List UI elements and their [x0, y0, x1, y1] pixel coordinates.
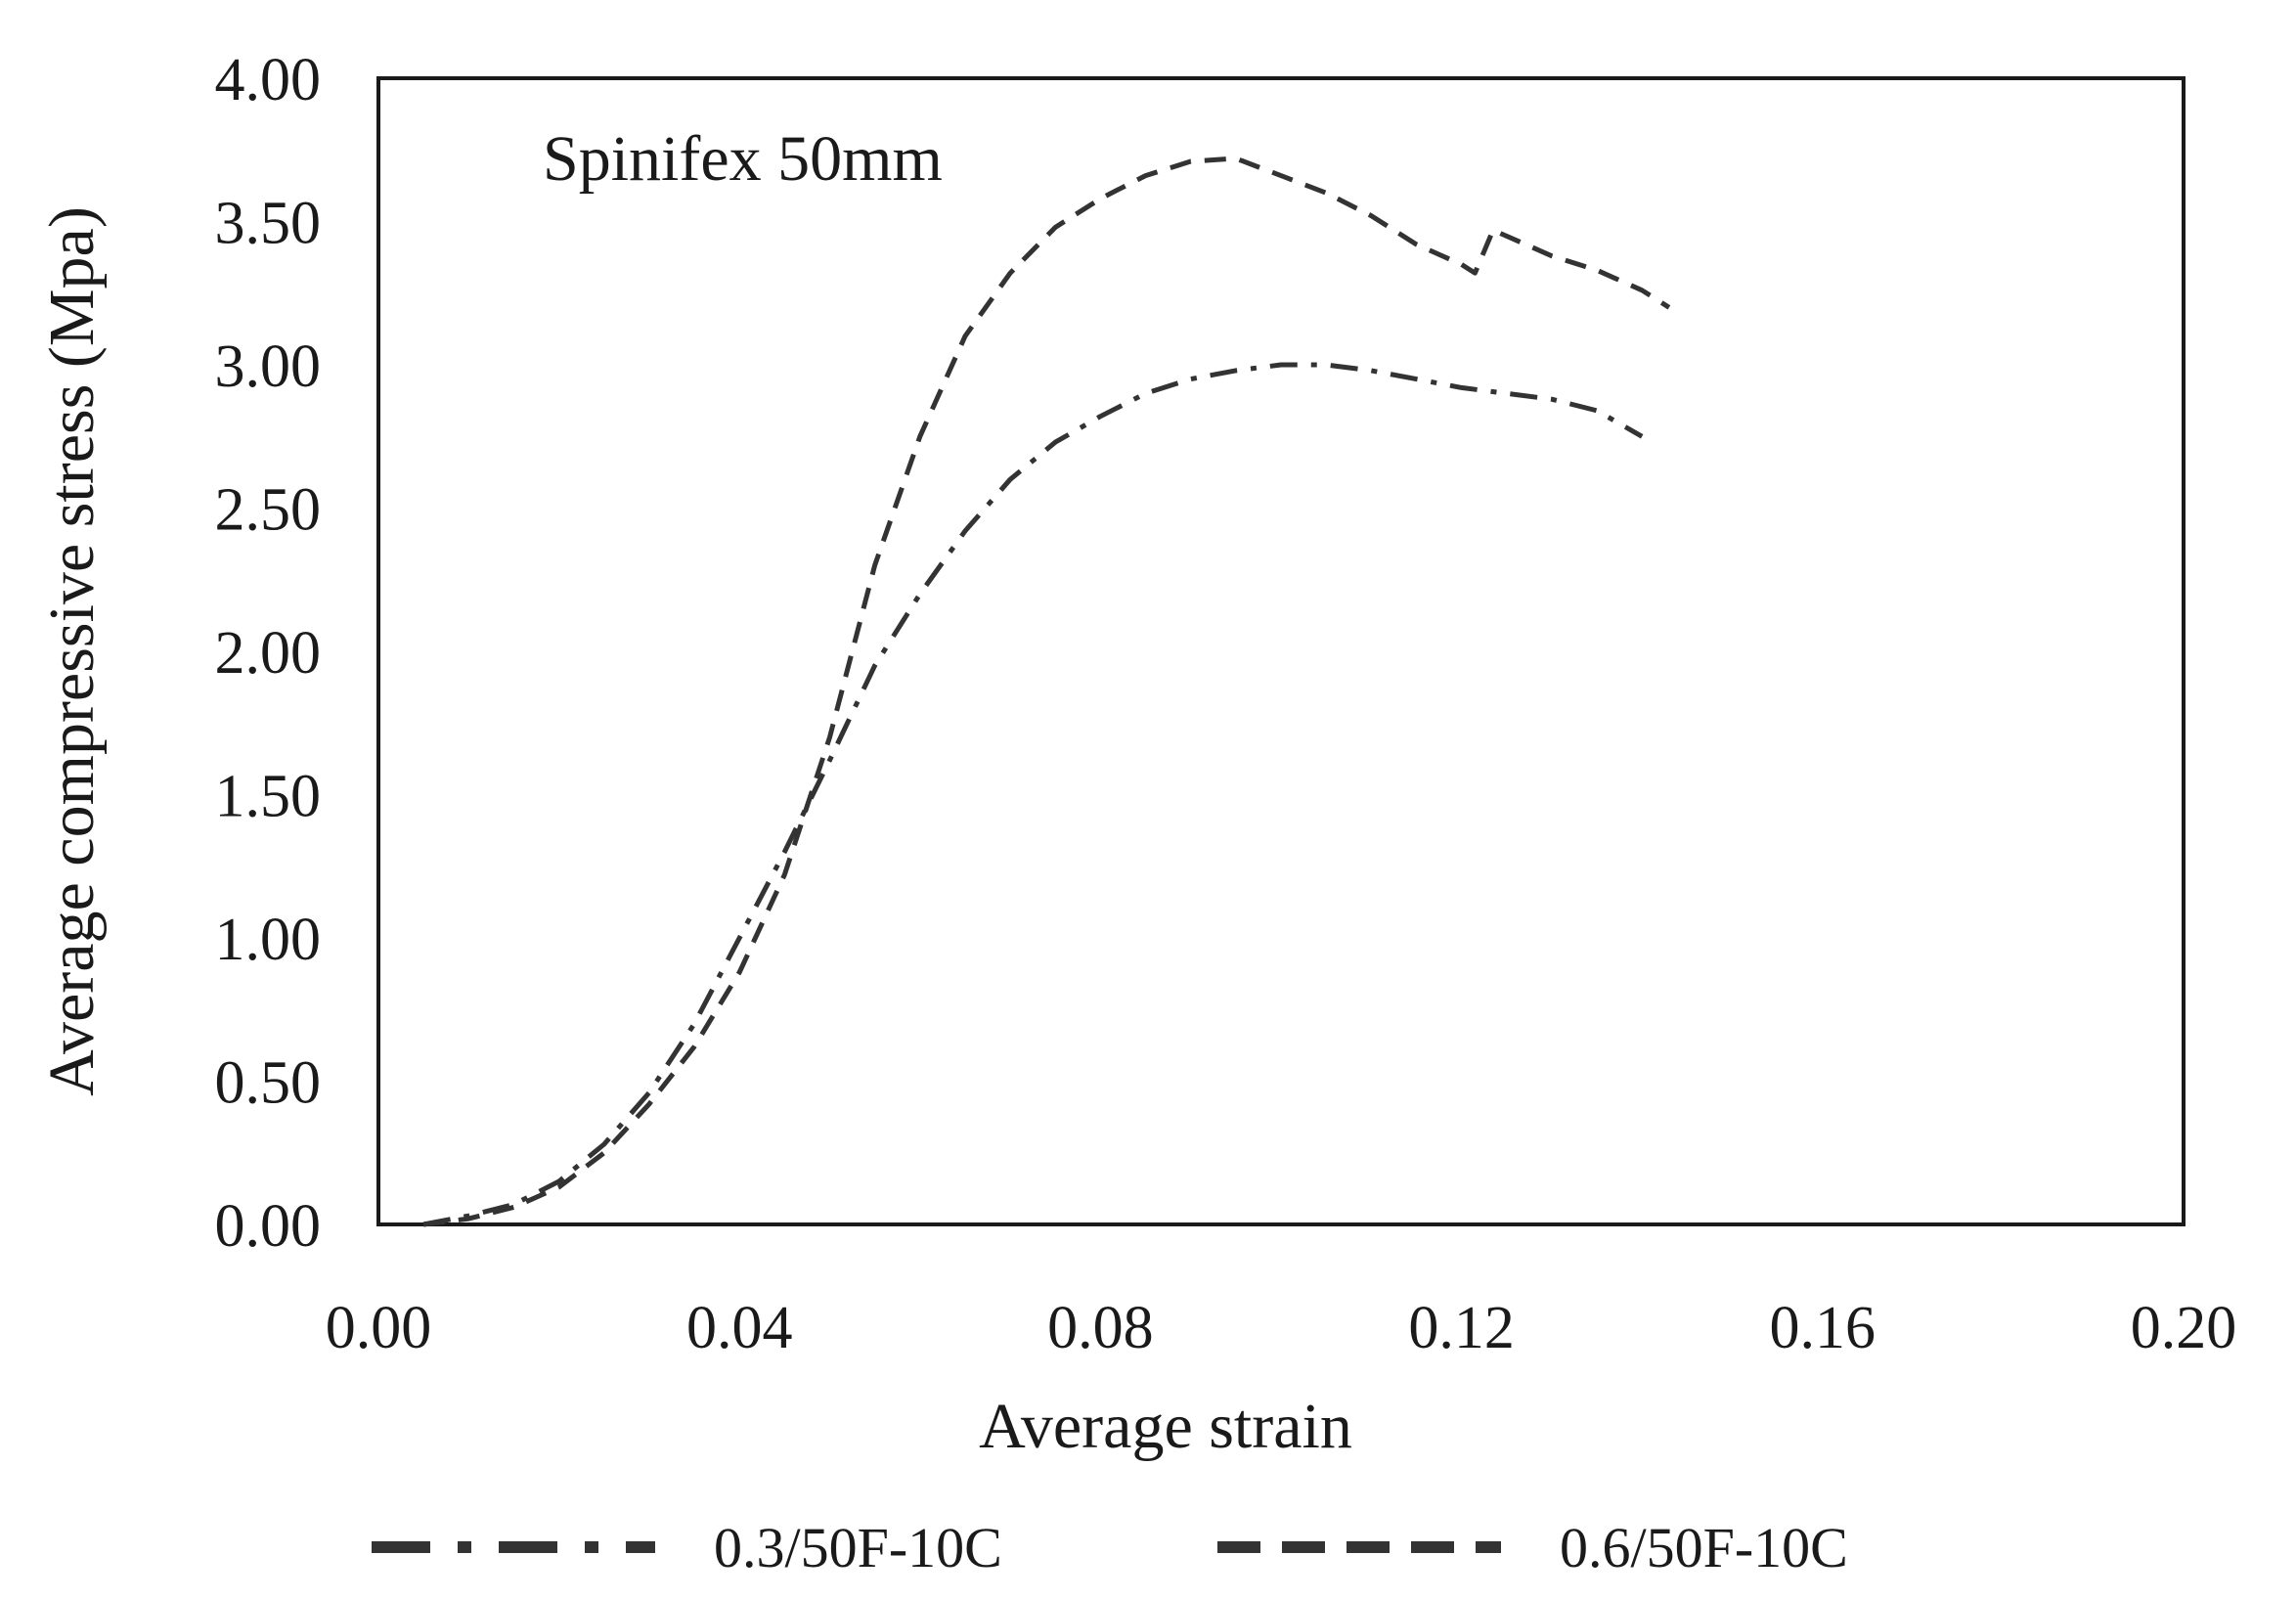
x-tick-label: 0.08 — [1047, 1295, 1154, 1361]
y-tick-label: 4.00 — [215, 47, 322, 113]
legend-label: 0.6/50F-10C — [1560, 1516, 1848, 1579]
y-tick-labels: 0.00 0.50 1.00 1.50 2.00 2.50 3.00 3.50 4.00 — [215, 47, 322, 1260]
x-axis-label: Average strain — [979, 1391, 1352, 1462]
legend: 0.3/50F-10C 0.6/50F-10C — [372, 1516, 1848, 1579]
y-axis-label: Average compressive stress (Mpa) — [36, 206, 108, 1096]
y-tick-label: 2.50 — [215, 477, 322, 544]
series-layer — [422, 155, 1671, 1227]
legend-item: 0.3/50F-10C — [372, 1516, 1002, 1579]
series-line-1 — [422, 362, 1644, 1227]
x-tick-label: 0.12 — [1408, 1295, 1515, 1361]
legend-item: 0.6/50F-10C — [1217, 1516, 1848, 1579]
series-line-2 — [422, 155, 1671, 1227]
chart-annotation: Spinifex 50mm — [543, 123, 943, 195]
legend-label: 0.3/50F-10C — [714, 1516, 1002, 1579]
y-tick-label: 1.50 — [215, 764, 322, 830]
plot-area — [376, 76, 2186, 1226]
y-tick-label: 0.50 — [215, 1050, 322, 1117]
x-tick-labels: 0.00 0.04 0.08 0.12 0.16 0.20 — [326, 1295, 2237, 1361]
x-tick-label: 0.20 — [2131, 1295, 2237, 1361]
y-tick-label: 3.50 — [215, 191, 322, 257]
y-tick-label: 3.00 — [215, 333, 322, 400]
y-tick-label: 1.00 — [215, 907, 322, 973]
x-tick-label: 0.00 — [326, 1295, 432, 1361]
x-tick-label: 0.04 — [686, 1295, 793, 1361]
x-tick-label: 0.16 — [1770, 1295, 1877, 1361]
y-tick-label: 2.00 — [215, 620, 322, 687]
y-tick-label: 0.00 — [215, 1193, 322, 1260]
